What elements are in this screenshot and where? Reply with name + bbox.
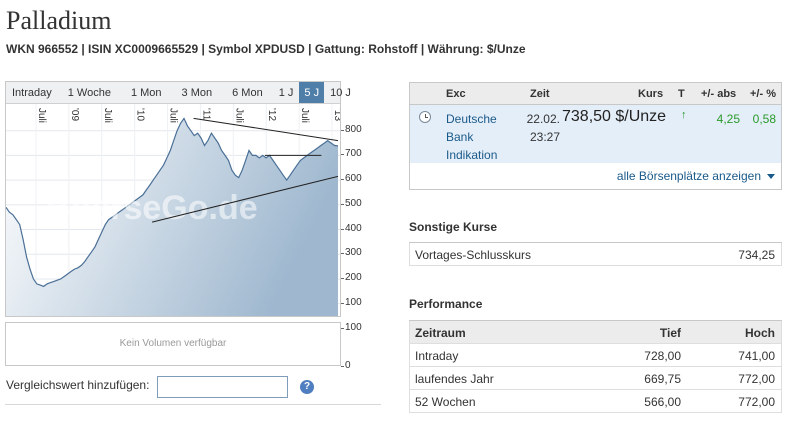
- tab-10-j[interactable]: 10 J: [330, 87, 351, 99]
- performance-table: Zeitraum Tief Hoch Intraday 728,00 741,0…: [409, 320, 782, 413]
- row-period: laufendes Jahr: [415, 372, 494, 386]
- col-abs: +/- abs: [701, 88, 737, 100]
- all-exchanges-link[interactable]: alle Börsenplätze anzeigen: [617, 169, 775, 183]
- y-tick-label: 700: [341, 148, 362, 160]
- row-label: Vortages-Schlusskurs: [415, 248, 532, 262]
- table-row: Intraday 728,00 741,00: [409, 344, 782, 367]
- row-high: 772,00: [738, 372, 775, 386]
- row-low: 669,75: [644, 372, 681, 386]
- no-volume-text: Kein Volumen verfügbar: [119, 338, 227, 349]
- row-high: 741,00: [738, 349, 775, 363]
- x-tick-label: Juli: [233, 108, 244, 123]
- volume-panel: Kein Volumen verfügbar: [5, 322, 341, 366]
- page-title: Palladium: [6, 6, 112, 35]
- compare-input[interactable]: [157, 376, 288, 398]
- other-prices-table: Vortages-Schlusskurs 734,25: [409, 242, 782, 266]
- x-tick-label: Juli: [168, 108, 179, 123]
- table-row: Vortages-Schlusskurs 734,25: [409, 243, 782, 266]
- x-tick-label: Juli: [299, 108, 310, 123]
- col-low: Tief: [659, 326, 681, 340]
- other-prices-title: Sonstige Kurse: [409, 220, 498, 234]
- timeframe-tabs: Intraday 1 Woche 1 Mon 3 Mon 6 Mon 1 J 5…: [6, 82, 351, 104]
- exchange-line: Indikation: [446, 148, 498, 162]
- y-tick-label: 200: [341, 271, 362, 283]
- tab-1-mon[interactable]: 1 Mon: [130, 87, 162, 99]
- y-tick-label: 300: [341, 247, 362, 259]
- x-tick-label: '09: [69, 108, 80, 121]
- col-t: T: [678, 88, 685, 100]
- chart-panel: Intraday 1 Woche 1 Mon 3 Mon 6 Mon 1 J 5…: [5, 81, 351, 317]
- tab-1-woche[interactable]: 1 Woche: [67, 87, 111, 99]
- y-tick-label: 600: [341, 173, 362, 185]
- y-tick-label: 100: [341, 296, 362, 308]
- tab-6-mon[interactable]: 6 Mon: [232, 87, 263, 99]
- quote-price: 738,50 $/Unze: [562, 108, 667, 125]
- quote-clock: 23:27: [529, 130, 560, 144]
- table-row: 52 Wochen 566,00 772,00: [409, 390, 782, 413]
- up-arrow-icon: ↑: [681, 109, 687, 121]
- quote-time: 22.02. 23:27: [516, 110, 560, 146]
- tab-intraday[interactable]: Intraday: [12, 87, 52, 99]
- tab-3-mon[interactable]: 3 Mon: [181, 87, 213, 99]
- watermark-logo: BoerseGo.de: [46, 189, 258, 227]
- row-low: 728,00: [644, 349, 681, 363]
- change-abs: 4,25: [716, 112, 740, 126]
- y-tick-label: 500: [341, 197, 362, 209]
- y-tick-label: 800: [341, 123, 362, 135]
- volume-axis-label: 100: [341, 322, 362, 333]
- quote-date: 22.02.: [526, 112, 560, 126]
- row-period: 52 Wochen: [415, 395, 476, 409]
- x-tick-label: Juli: [36, 108, 47, 123]
- volume-axis-label: 0: [341, 360, 351, 371]
- trend-line: [193, 117, 339, 142]
- all-exchanges-label: alle Börsenplätze anzeigen: [616, 169, 761, 183]
- price-line: [6, 117, 339, 288]
- chevron-down-icon: [767, 174, 775, 180]
- exchange-link[interactable]: Deutsche Bank Indikation: [446, 110, 516, 164]
- quote-box: Exc Zeit Kurs T +/- abs +/- % Deutsche B…: [409, 82, 782, 190]
- col-pct: +/- %: [750, 88, 776, 100]
- x-tick-label: '10: [135, 108, 146, 121]
- change-pct: 0,58: [752, 112, 776, 126]
- x-tick-label: '11: [200, 108, 211, 121]
- quote-row: Deutsche Bank Indikation 22.02. 23:27 73…: [410, 105, 781, 163]
- tab-5-j[interactable]: 5 J: [299, 82, 325, 103]
- question-icon[interactable]: ?: [300, 380, 314, 394]
- price-axis: 800 700 600 500 400 300 200 100: [341, 100, 381, 380]
- col-exc: Exc: [446, 88, 466, 100]
- col-zeit: Zeit: [530, 88, 550, 100]
- row-period: Intraday: [415, 349, 459, 363]
- quote-header: Exc Zeit Kurs T +/- abs +/- %: [410, 83, 781, 105]
- instrument-info: WKN 966552 | ISIN XC0009665529 | Symbol …: [6, 42, 526, 56]
- y-tick-label: 400: [341, 222, 362, 234]
- row-low: 566,00: [644, 395, 681, 409]
- row-value: 734,25: [738, 248, 775, 262]
- x-tick-label: '13: [332, 108, 340, 121]
- performance-title: Performance: [409, 297, 483, 311]
- x-tick-label: Juli: [102, 108, 113, 123]
- tab-1-j[interactable]: 1 J: [278, 87, 294, 99]
- clock-icon: [419, 111, 431, 123]
- col-period: Zeitraum: [415, 326, 466, 340]
- divider: [5, 404, 381, 405]
- price-chart[interactable]: Juli '09 Juli '10 Juli '11 Juli '12 Juli '13 Boers…: [6, 104, 340, 316]
- row-high: 772,00: [738, 395, 775, 409]
- col-high: Hoch: [745, 326, 775, 340]
- compare-label: Vergleichswert hinzufügen:: [6, 378, 150, 392]
- exchange-line: Bank: [446, 130, 474, 144]
- table-header: Zeitraum Tief Hoch: [409, 321, 782, 344]
- trend-line: [151, 175, 339, 223]
- col-kurs: Kurs: [638, 88, 664, 100]
- x-tick-label: '12: [266, 108, 277, 121]
- exchange-line: Deutsche: [446, 112, 497, 126]
- table-row: laufendes Jahr 669,75 772,00: [409, 367, 782, 390]
